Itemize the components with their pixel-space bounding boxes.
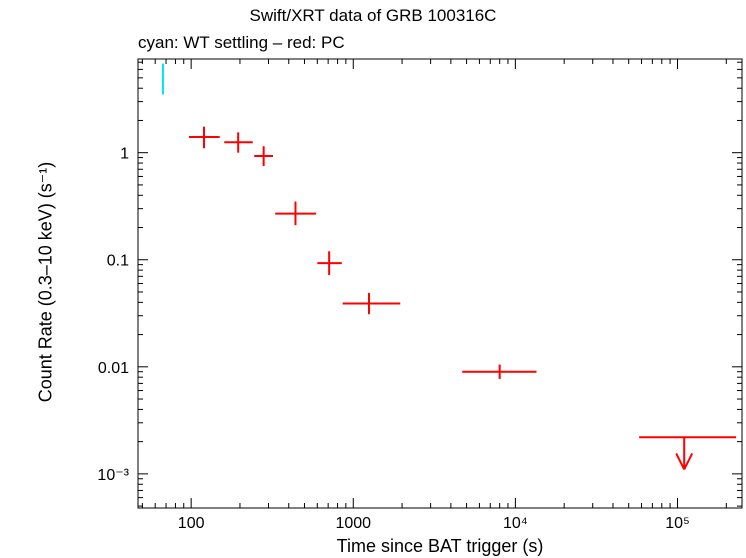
plot-frame bbox=[137, 58, 743, 509]
data-point bbox=[161, 63, 165, 95]
data-point bbox=[462, 364, 537, 379]
y-tick-label: 10⁻³ bbox=[97, 467, 129, 484]
data-point bbox=[275, 201, 317, 226]
x-axis-label: Time since BAT trigger (s) bbox=[336, 536, 544, 556]
data-point bbox=[317, 251, 342, 276]
y-tick-label: 0.01 bbox=[98, 360, 129, 377]
y-tick-label: 1 bbox=[120, 146, 129, 163]
upper-limit bbox=[639, 436, 737, 470]
upper-limit-arrowhead bbox=[675, 452, 686, 470]
data-point bbox=[224, 132, 253, 153]
chart-title: Swift/XRT data of GRB 100316C bbox=[249, 6, 497, 25]
x-tick-label: 1000 bbox=[335, 515, 371, 532]
data-point bbox=[254, 146, 274, 167]
upper-limit-arrowhead bbox=[683, 452, 694, 470]
y-tick-label: 0.1 bbox=[107, 253, 129, 270]
data-point bbox=[342, 292, 401, 315]
chart-subtitle: cyan: WT settling – red: PC bbox=[138, 33, 345, 52]
x-tick-label: 10⁴ bbox=[503, 515, 528, 532]
x-tick-label: 10⁵ bbox=[665, 515, 689, 532]
x-tick-label: 100 bbox=[178, 515, 205, 532]
data-point bbox=[189, 126, 220, 149]
